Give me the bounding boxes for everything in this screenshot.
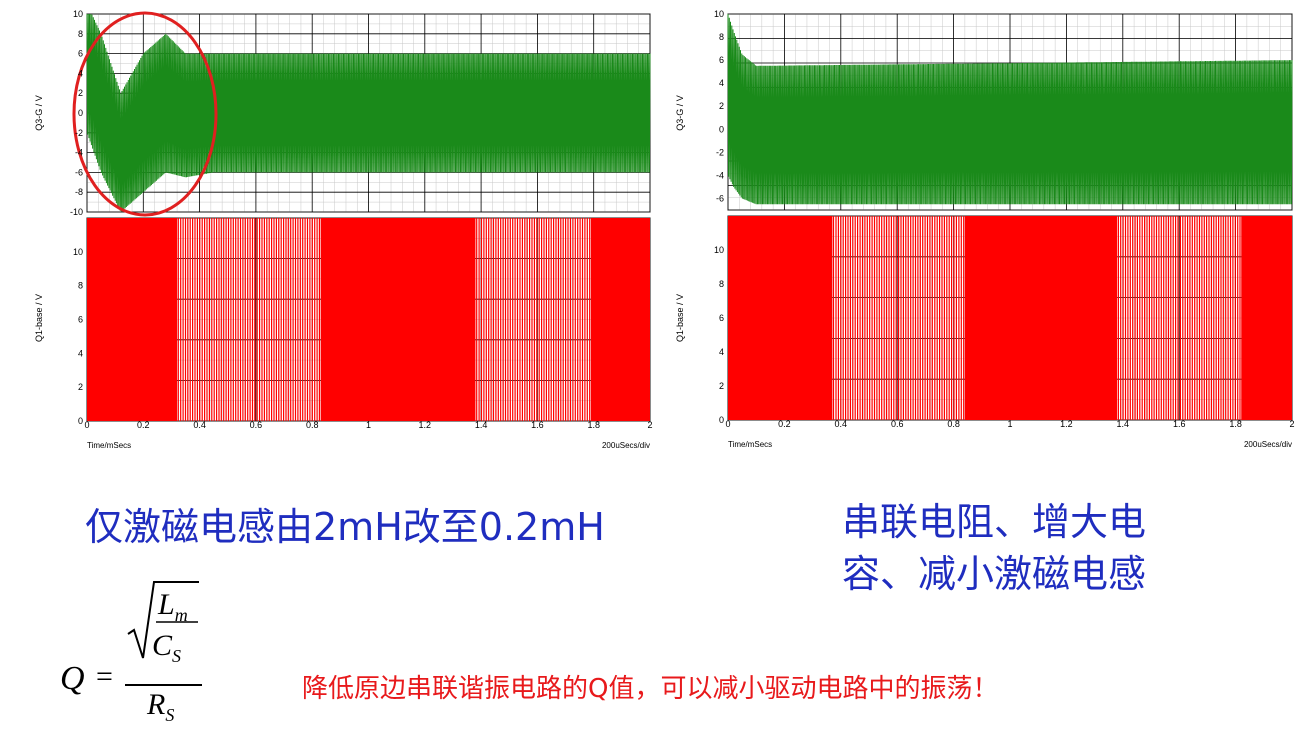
formula-q: Q	[60, 660, 85, 697]
x-tick-label: 1.8	[1229, 419, 1242, 429]
y-tick-label: 10	[714, 9, 724, 19]
x-tick-label: 1.6	[531, 420, 544, 430]
x-tick-label: 2	[1289, 419, 1294, 429]
x-tick-label: 1.8	[587, 420, 600, 430]
x-tick-label: 2	[647, 420, 652, 430]
pulse-block-dense	[320, 218, 476, 421]
y-tick-label: -6	[75, 167, 83, 177]
y-tick-label: 4	[78, 348, 83, 358]
formula-r-sub: S	[165, 705, 175, 725]
y-tick-label: 10	[73, 247, 83, 257]
y-axis-label: Q3-G / V	[675, 95, 685, 131]
x-tick-label: 0	[84, 420, 89, 430]
x-axis-label: Time/mSecs	[87, 441, 131, 450]
x-div-label: 200uSecs/div	[1244, 440, 1292, 449]
y-tick-label: 6	[719, 313, 724, 323]
x-tick-label: 1.4	[1117, 419, 1130, 429]
y-tick-label: 8	[719, 279, 724, 289]
pulse-block-sparse	[476, 218, 591, 421]
y-tick-label: 6	[719, 55, 724, 65]
chart-panel-right-bottom	[727, 215, 1293, 421]
x-tick-label: 0.4	[835, 419, 848, 429]
y-tick-label: -6	[716, 193, 724, 203]
pulse-block-dense	[590, 218, 650, 421]
y-tick-label: 2	[719, 381, 724, 391]
formula-c-sub: S	[172, 646, 182, 666]
x-tick-label: 0	[725, 419, 730, 429]
x-tick-label: 1	[1007, 419, 1012, 429]
y-tick-label: -8	[75, 187, 83, 197]
y-tick-label: 0	[719, 124, 724, 134]
y-tick-label: 4	[78, 68, 83, 78]
x-div-label: 200uSecs/div	[602, 441, 650, 450]
x-tick-label: 1.6	[1173, 419, 1186, 429]
x-tick-label: 0.4	[193, 420, 206, 430]
startup-highlight-circle	[72, 11, 218, 217]
x-tick-label: 0.6	[891, 419, 904, 429]
formula-cs: CS	[152, 629, 181, 667]
formula-radical	[127, 581, 199, 659]
x-tick-label: 0.8	[947, 419, 960, 429]
y-tick-label: -2	[75, 128, 83, 138]
x-tick-label: 0.2	[778, 419, 791, 429]
pulse-block-dense	[1241, 216, 1292, 420]
y-tick-label: -4	[75, 148, 83, 158]
x-tick-label: 0.2	[137, 420, 150, 430]
formula-lm: Lm	[158, 588, 188, 626]
y-tick-label: 0	[78, 416, 83, 426]
chart-panel-left-top	[72, 11, 651, 217]
pulse-block-sparse	[1117, 216, 1241, 420]
y-tick-label: 4	[719, 347, 724, 357]
y-axis-label: Q1-base / V	[675, 294, 685, 342]
x-tick-label: 1	[366, 420, 371, 430]
conclusion-note: 降低原边串联谐振电路的Q值，可以减小驱动电路中的振荡！	[302, 674, 999, 704]
series-trace	[86, 13, 651, 212]
y-tick-label: -4	[716, 170, 724, 180]
pulse-block-sparse	[177, 218, 320, 421]
y-axis-label: Q3-G / V	[34, 95, 44, 131]
chart-panel-right-top	[727, 13, 1293, 211]
x-tick-label: 0.8	[306, 420, 319, 430]
pulse-block-dense	[728, 216, 833, 420]
chart-panel-left-bottom	[86, 217, 651, 422]
formula-l: L	[158, 588, 175, 621]
formula-c: C	[152, 629, 173, 662]
formula-rs: RS	[147, 688, 174, 726]
x-tick-label: 1.2	[1060, 419, 1073, 429]
y-tick-label: 8	[78, 29, 83, 39]
caption-left: 仅激磁电感由2mH改至0.2mH	[85, 505, 605, 549]
pulse-block-sparse	[832, 216, 965, 420]
y-tick-label: 10	[73, 9, 83, 19]
pulse-block-dense	[87, 218, 178, 421]
x-tick-label: 1.4	[475, 420, 488, 430]
caption-right-line1: 串联电阻、增大电	[842, 500, 1147, 544]
caption-right: 串联电阻、增大电 容、减小激磁电感	[842, 496, 1222, 600]
y-tick-label: 10	[714, 245, 724, 255]
y-tick-label: 6	[78, 49, 83, 59]
y-tick-label: 0	[719, 415, 724, 425]
y-tick-label: 6	[78, 315, 83, 325]
y-tick-label: 8	[78, 281, 83, 291]
y-tick-label: 0	[78, 108, 83, 118]
formula-equals: =	[96, 660, 113, 693]
y-tick-label: -2	[716, 147, 724, 157]
formula-fraction-bar	[125, 684, 202, 686]
caption-right-line2: 容、减小激磁电感	[842, 552, 1147, 596]
y-tick-label: 8	[719, 32, 724, 42]
formula-r: R	[147, 688, 166, 721]
y-tick-label: 2	[78, 382, 83, 392]
x-axis-label: Time/mSecs	[728, 440, 772, 449]
y-tick-label: 2	[78, 88, 83, 98]
pulse-block-dense	[964, 216, 1118, 420]
formula-l-sub: m	[174, 605, 188, 625]
y-tick-label: 2	[719, 101, 724, 111]
series-trace	[727, 13, 1293, 205]
x-tick-label: 0.6	[250, 420, 263, 430]
y-tick-label: -10	[70, 207, 83, 217]
y-axis-label: Q1-base / V	[34, 294, 44, 342]
y-tick-label: 4	[719, 78, 724, 88]
x-tick-label: 1.2	[419, 420, 432, 430]
